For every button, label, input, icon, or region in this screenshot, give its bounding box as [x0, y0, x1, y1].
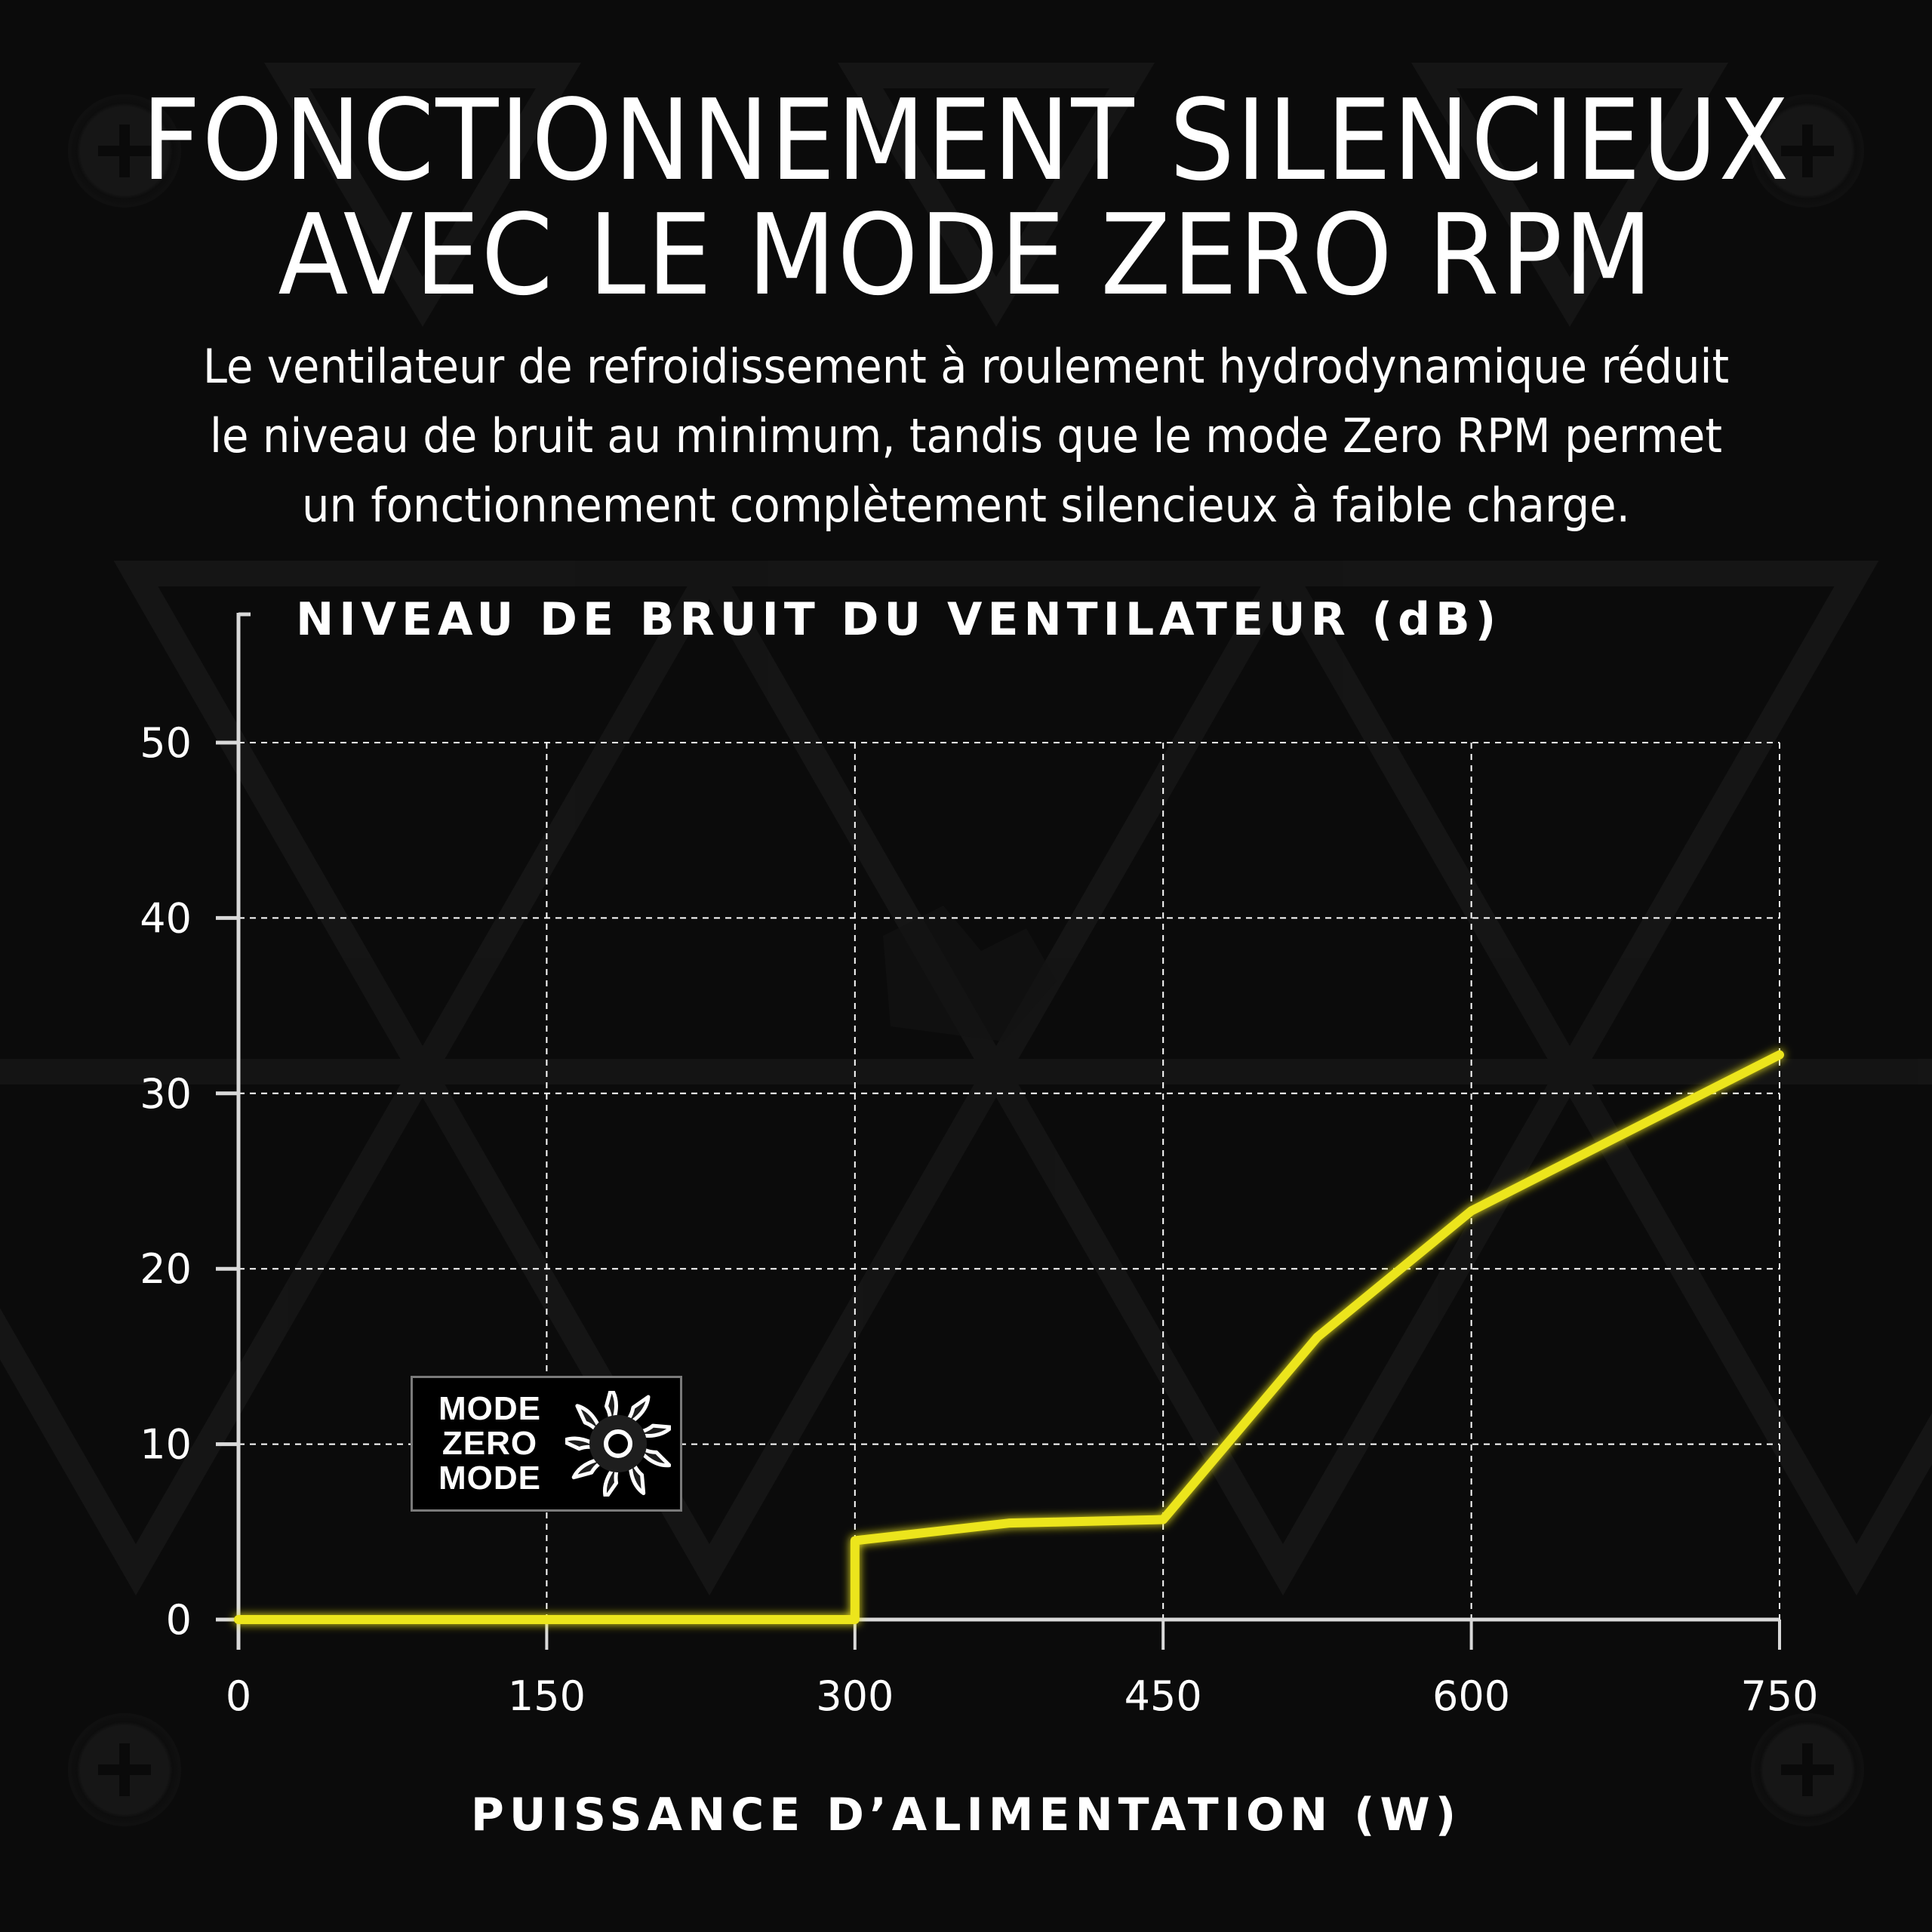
x-tick-label: 150	[508, 1672, 586, 1720]
screw-top-left	[68, 94, 181, 208]
y-tick-label: 30	[140, 1070, 192, 1118]
zero-rpm-mode-badge: MODE ZERO MODE	[411, 1376, 682, 1512]
y-tick-label: 40	[140, 894, 192, 942]
y-tick-label: 10	[140, 1421, 192, 1469]
title-line-1: FONCTIONNEMENT SILENCIEUX	[141, 75, 1791, 205]
y-tick-label: 0	[166, 1596, 192, 1644]
noise-curve-line	[234, 1050, 1784, 1624]
chart-grid	[238, 742, 1780, 1620]
screw-top-right	[1751, 94, 1864, 208]
y-tick-label: 50	[140, 719, 192, 767]
page-title: FONCTIONNEMENT SILENCIEUX AVEC LE MODE Z…	[77, 83, 1854, 312]
y-axis-title: NIVEAU DE BRUIT DU VENTILATEUR (dB)	[296, 593, 1502, 646]
fan-icon	[565, 1391, 671, 1497]
x-axis-title: PUISSANCE D’ALIMENTATION (W)	[470, 1789, 1462, 1841]
description-line-1: Le ventilateur de refroidissement à roul…	[202, 339, 1730, 394]
badge-label: MODE ZERO MODE	[438, 1390, 541, 1497]
description-line-3: un fonctionnement complètement silencieu…	[302, 478, 1630, 533]
x-tick-label: 300	[816, 1672, 894, 1720]
x-tick-label: 450	[1124, 1672, 1202, 1720]
x-tick-label: 600	[1432, 1672, 1510, 1720]
chart-tick-labels: 0 10 20 30 40 50 0 150 300 450 600 750	[140, 719, 1818, 1720]
y-tick-label: 20	[140, 1245, 192, 1293]
x-tick-label: 750	[1740, 1672, 1818, 1720]
title-line-2: AVEC LE MODE ZERO RPM	[278, 190, 1654, 320]
screw-bottom-left	[68, 1713, 181, 1826]
description-line-2: le niveau de bruit au minimum, tandis qu…	[210, 408, 1722, 463]
screw-bottom-right	[1751, 1713, 1864, 1826]
x-tick-label: 0	[226, 1672, 251, 1720]
description: Le ventilateur de refroidissement à roul…	[138, 332, 1795, 540]
